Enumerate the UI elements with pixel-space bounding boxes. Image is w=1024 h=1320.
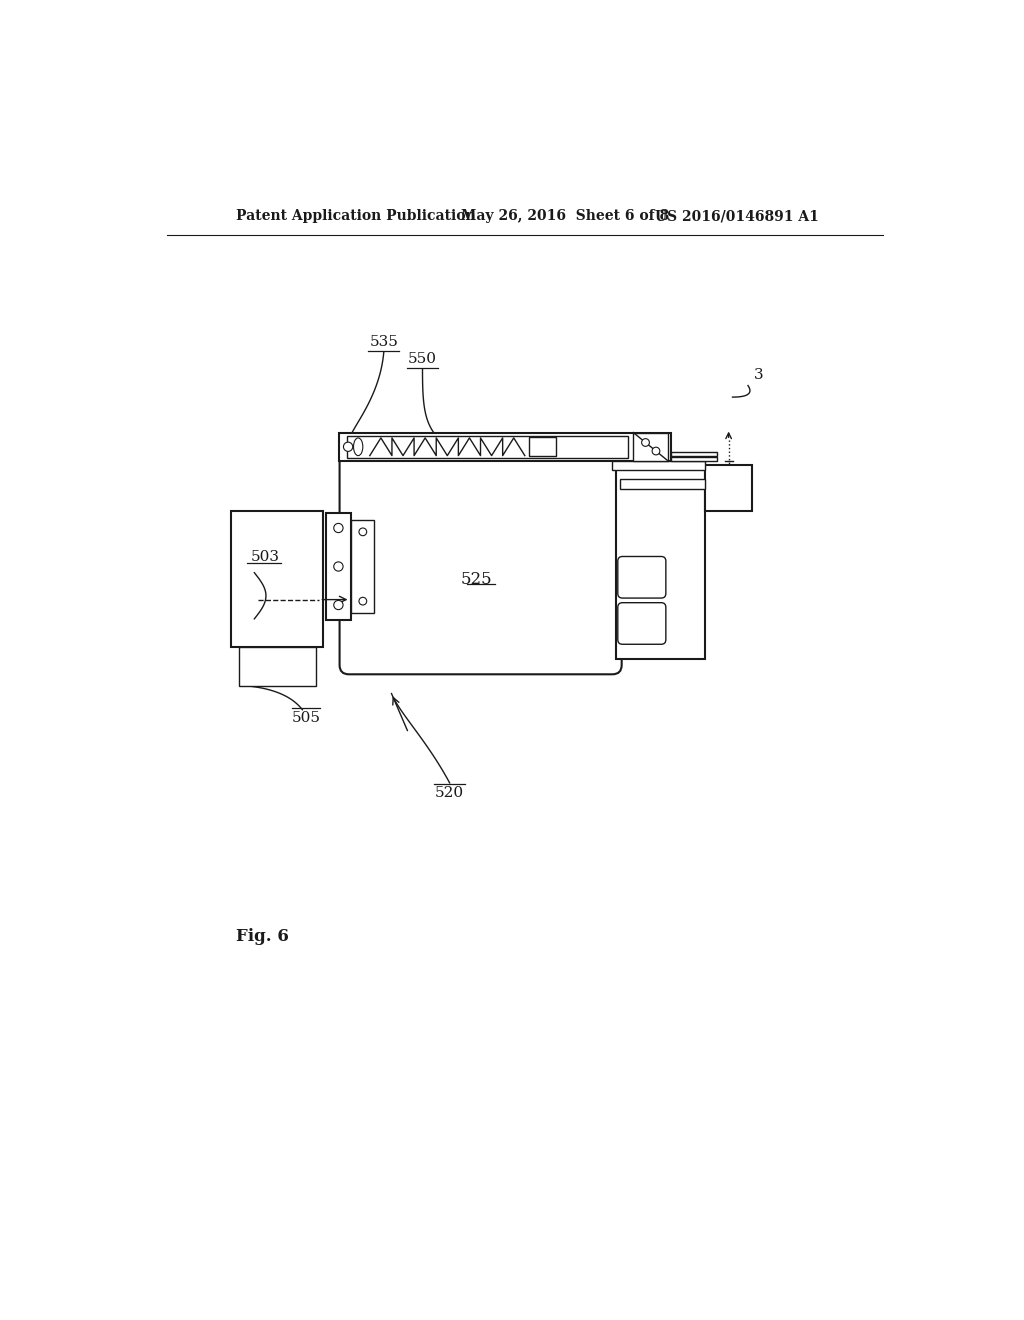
Bar (612, 461, 706, 470)
Text: 503: 503 (251, 550, 280, 564)
Circle shape (642, 438, 649, 446)
Text: 3: 3 (755, 368, 764, 381)
Text: Fig. 6: Fig. 6 (237, 928, 290, 945)
Bar (346, 436, 628, 458)
Circle shape (343, 442, 352, 451)
Bar (616, 461, 706, 659)
Bar (326, 512, 351, 620)
Circle shape (334, 523, 343, 532)
Text: Patent Application Publication: Patent Application Publication (237, 209, 476, 223)
Text: May 26, 2016  Sheet 6 of 8: May 26, 2016 Sheet 6 of 8 (461, 209, 670, 223)
Text: US 2016/0146891 A1: US 2016/0146891 A1 (655, 209, 819, 223)
Bar (351, 520, 375, 612)
FancyBboxPatch shape (340, 453, 622, 675)
Circle shape (334, 562, 343, 572)
Text: 535: 535 (370, 335, 398, 350)
Bar (231, 511, 324, 647)
Circle shape (359, 528, 367, 536)
Circle shape (334, 601, 343, 610)
Bar (671, 451, 717, 455)
Bar (339, 433, 671, 461)
Ellipse shape (353, 438, 362, 455)
Text: 550: 550 (408, 352, 437, 367)
Circle shape (359, 597, 367, 605)
Bar (239, 647, 315, 686)
Bar (528, 437, 556, 457)
Bar (706, 465, 752, 511)
Circle shape (652, 447, 659, 455)
Text: 525: 525 (461, 570, 493, 587)
FancyBboxPatch shape (617, 603, 666, 644)
Bar (621, 479, 706, 488)
Bar (671, 457, 717, 461)
Text: 520: 520 (435, 785, 464, 800)
FancyBboxPatch shape (617, 557, 666, 598)
Text: 505: 505 (292, 711, 321, 725)
Bar (633, 433, 669, 461)
Circle shape (651, 440, 658, 446)
